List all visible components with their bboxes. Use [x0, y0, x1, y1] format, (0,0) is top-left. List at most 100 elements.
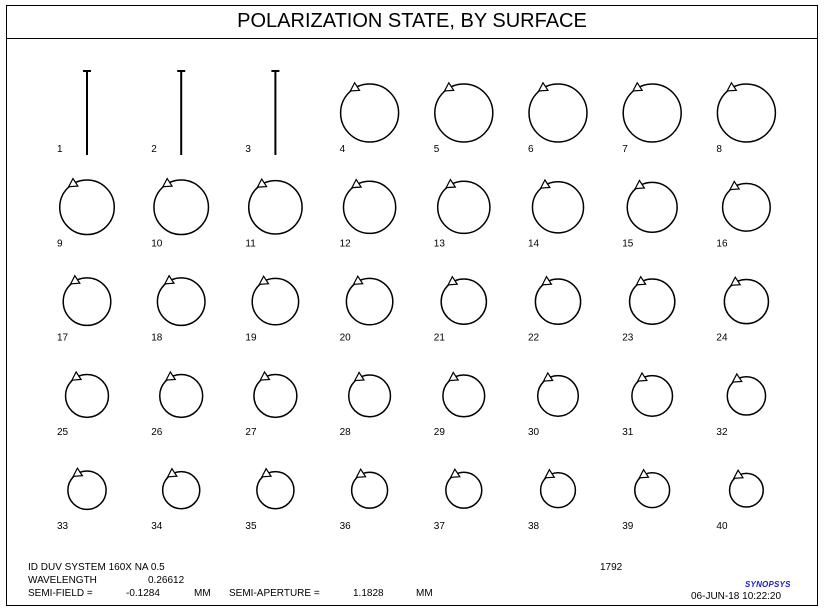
surface-label-36: 36	[340, 521, 352, 532]
polarization-arrow-21	[447, 275, 459, 286]
polarization-circle-38	[539, 472, 577, 509]
polarization-circle-8	[716, 83, 777, 143]
polarization-circle-32	[726, 376, 767, 416]
polarization-circle-24	[723, 278, 770, 325]
surface-label-31: 31	[622, 427, 634, 438]
polarization-arrow-5	[443, 81, 455, 92]
polarization-circle-5	[434, 83, 494, 143]
surface-label-30: 30	[528, 427, 540, 438]
id-number: 1792	[600, 562, 623, 573]
polarization-arrow-28	[353, 371, 366, 382]
surface-label-19: 19	[245, 333, 257, 344]
chart-title: POLARIZATION STATE, BY SURFACE	[6, 5, 818, 39]
polarization-circle-26	[158, 373, 204, 419]
surface-label-37: 37	[434, 521, 446, 532]
surface-label-18: 18	[151, 333, 163, 344]
polarization-circle-23	[628, 278, 676, 325]
semi-aperture-label: SEMI-APERTURE =	[229, 588, 320, 599]
polarization-arrow-31	[636, 371, 648, 382]
polarization-arrow-25	[70, 370, 83, 381]
surface-label-33: 33	[57, 521, 69, 532]
surface-label-6: 6	[528, 144, 534, 155]
surface-label-16: 16	[716, 238, 728, 249]
surface-label-14: 14	[528, 238, 540, 249]
polarization-arrow-11	[256, 177, 268, 188]
surface-label-4: 4	[340, 144, 346, 155]
polarization-circle-28	[347, 374, 392, 418]
polarization-arrow-35	[260, 467, 273, 478]
polarization-circle-31	[631, 374, 674, 417]
surface-label-40: 40	[716, 521, 728, 532]
polarization-arrow-23	[635, 275, 647, 286]
polarization-arrow-36	[355, 468, 367, 479]
polarization-circle-40	[728, 472, 764, 508]
polarization-circle-18	[156, 277, 206, 327]
polarization-arrow-12	[350, 178, 363, 189]
system-name: ID DUV SYSTEM 160X NA 0.5	[28, 562, 165, 573]
polarization-circle-4	[339, 83, 400, 143]
polarization-circle-22	[534, 278, 582, 325]
surface-label-8: 8	[716, 144, 722, 155]
polarization-circle-15	[626, 181, 678, 233]
polarization-arrow-15	[634, 179, 646, 190]
brand-logo: SYNOPSYS	[745, 580, 791, 589]
polarization-circle-37	[445, 471, 483, 509]
polarization-circle-39	[634, 472, 671, 509]
polarization-arrow-16	[729, 180, 741, 191]
polarization-circle-10	[153, 179, 210, 236]
surface-label-15: 15	[622, 238, 634, 249]
polarization-arrow-8	[726, 81, 738, 92]
polarization-arrow-6	[537, 81, 550, 92]
polarization-circle-35	[256, 470, 295, 510]
surface-label-3: 3	[245, 144, 251, 155]
polarization-arrow-26	[165, 370, 177, 381]
polarization-circle-36	[350, 471, 389, 509]
surface-label-38: 38	[528, 521, 540, 532]
polarization-circle-9	[58, 179, 116, 236]
surface-label-34: 34	[151, 521, 163, 532]
polarization-arrow-40	[732, 468, 745, 479]
surface-label-28: 28	[340, 427, 352, 438]
semi-aperture-value: 1.1828	[353, 588, 384, 599]
polarization-arrow-22	[541, 275, 553, 286]
polarization-circle-25	[64, 373, 110, 419]
surface-label-35: 35	[245, 521, 257, 532]
polarization-arrow-32	[731, 372, 743, 383]
polarization-arrow-19	[258, 275, 270, 286]
wavelength-label: WAVELENGTH	[28, 575, 97, 586]
semi-aperture-unit: MM	[416, 588, 433, 599]
polarization-circle-17	[62, 277, 112, 327]
chart-frame	[6, 5, 818, 606]
wavelength-value: 0.26612	[148, 575, 185, 586]
surface-label-39: 39	[622, 521, 634, 532]
polarization-arrow-10	[161, 177, 174, 188]
polarization-circle-16	[721, 182, 771, 232]
surface-label-13: 13	[434, 238, 446, 249]
surface-label-29: 29	[434, 427, 446, 438]
surface-label-22: 22	[528, 333, 540, 344]
polarization-arrow-18	[163, 274, 176, 285]
polarization-arrow-20	[352, 275, 364, 286]
polarization-arrow-4	[349, 81, 361, 92]
polarization-arrow-29	[447, 371, 460, 382]
surface-label-17: 17	[57, 333, 69, 344]
polarization-circle-21	[440, 278, 488, 325]
semi-field-unit: MM	[194, 588, 211, 599]
polarization-arrow-38	[544, 468, 556, 479]
polarization-arrow-7	[631, 81, 644, 92]
polarization-circle-11	[247, 179, 303, 235]
polarization-arrow-39	[638, 468, 650, 479]
polarization-arrow-13	[445, 178, 457, 189]
date-time: 06-JUN-18 10:22:20	[691, 591, 782, 602]
polarization-circle-19	[251, 277, 300, 326]
polarization-circle-12	[342, 180, 397, 235]
polarization-circle-30	[536, 374, 580, 417]
surface-label-27: 27	[245, 427, 257, 438]
polarization-circle-7	[622, 83, 682, 143]
polarization-circle-14	[531, 181, 585, 234]
surface-label-20: 20	[340, 333, 352, 344]
polarization-arrow-14	[539, 178, 551, 189]
polarization-arrow-27	[259, 370, 271, 381]
surface-label-1: 1	[57, 144, 63, 155]
